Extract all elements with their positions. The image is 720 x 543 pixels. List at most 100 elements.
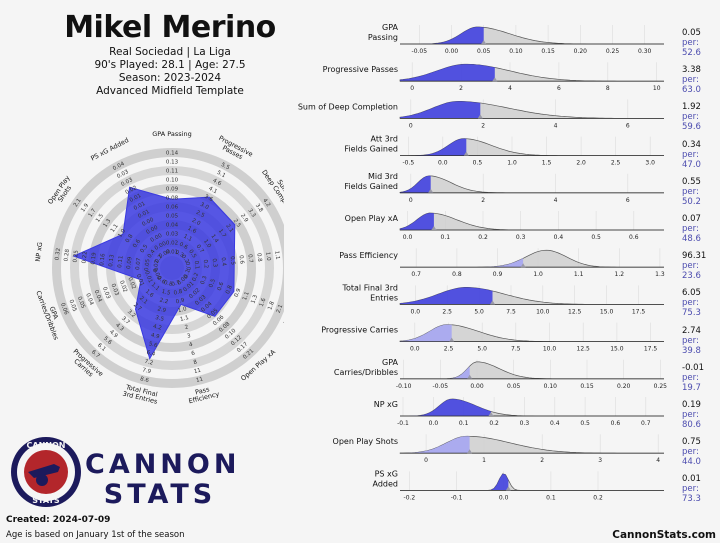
player-marker-icon xyxy=(490,300,495,305)
radar-chart: 0.010.020.030.040.050.060.080.090.100.11… xyxy=(34,130,284,406)
player-marker-icon xyxy=(488,412,494,416)
radar-tick-label: 0.02 xyxy=(125,185,139,196)
radar-tick-label: 1.6 xyxy=(259,297,268,308)
radar-tick-label: 0.9 xyxy=(175,297,185,305)
radar-tick-label: 0.04 xyxy=(84,293,94,307)
panel-tick-label: 1.2 xyxy=(615,271,625,278)
panel-tick-label: -0.05 xyxy=(433,383,449,390)
panel-value: 1.92 xyxy=(682,102,701,113)
cannon-icon xyxy=(28,464,60,478)
panel-value-block: 2.74 per: 39.8 xyxy=(682,326,720,356)
radar-tick-label: 0.7 xyxy=(246,254,253,264)
radar-tick-label: 0.02 xyxy=(166,241,178,247)
radar-tick-label: 0.25 xyxy=(72,249,79,262)
radar-tick-label: 0.2 xyxy=(192,272,201,282)
radar-tick-label: 7.9 xyxy=(142,367,152,375)
radar-tick-label: 0.05 xyxy=(76,296,86,310)
radar-tick-label: 0.09 xyxy=(126,256,133,269)
panel-tick-label: 0.5 xyxy=(580,420,590,427)
created-date: Created: 2024-07-09 xyxy=(6,515,111,525)
panel-value: 0.75 xyxy=(682,437,701,448)
radar-ring xyxy=(52,148,284,388)
panel-tick-label: 4 xyxy=(508,85,512,92)
radar-tick-label: 0.07 xyxy=(135,257,142,270)
radar-tick-label: 2.1 xyxy=(276,304,284,314)
logo-bottom-text: STATS xyxy=(32,496,60,505)
distribution-curve xyxy=(400,361,664,380)
radar-tick-label: 4 xyxy=(189,342,194,349)
player-percentile-area xyxy=(400,399,491,416)
player-percentile-area xyxy=(400,213,434,230)
radar-tick-label: 0.3 xyxy=(211,258,218,268)
panel-percentile: per: 19.7 xyxy=(682,372,701,393)
panel-tick-label: 1.1 xyxy=(574,271,584,278)
team-league: Real Sociedad | La Liga xyxy=(109,46,231,58)
player-percentile-area xyxy=(400,175,431,193)
panel-tick-label: 12.5 xyxy=(568,308,582,315)
panel-tick-label: 2.0 xyxy=(576,160,586,167)
radar-tick-label: 5.1 xyxy=(216,170,227,179)
site-link[interactable]: CannonStats.com xyxy=(612,529,716,541)
radar-tick-label: 1.7 xyxy=(88,207,98,218)
panel-tick-label: 0.2 xyxy=(489,420,499,427)
panel-tick-label: 0.3 xyxy=(520,420,530,427)
radar-tick-label: 4.2 xyxy=(152,324,162,332)
panel-tick-label: 5.0 xyxy=(477,346,487,353)
radar-tick-label: 0.0 xyxy=(184,261,191,271)
panel-value-block: 0.19 per: 80.6 xyxy=(682,400,720,430)
radar-tick-label: 1.9 xyxy=(80,202,90,213)
radar-tick-label: 5.5 xyxy=(220,162,231,172)
player-marker-icon xyxy=(520,263,526,268)
radar-tick-label: 0.06 xyxy=(166,205,179,211)
panel-tick-label: 6 xyxy=(626,122,630,129)
radar-tick-label: 11 xyxy=(196,376,204,383)
player-percentile-area xyxy=(400,101,481,119)
radar-tick-label: 0.8 xyxy=(125,233,135,244)
radar-tick-label: 1.1 xyxy=(180,315,190,323)
radar-tick-label: 1.8 xyxy=(267,300,276,311)
radar-axis-label: GPA Passing xyxy=(152,130,192,138)
panel-tick-label: 0.10 xyxy=(509,48,523,55)
panel-tick-label: 0.6 xyxy=(611,420,621,427)
radar-tick-label: 4.6 xyxy=(212,178,223,188)
radar-tick-label: 4.9 xyxy=(150,333,160,341)
radar-tick-label: 0.1 xyxy=(193,260,200,269)
panel-tick-label: 0.10 xyxy=(544,383,558,390)
radar-tick-label: 0.2 xyxy=(154,254,164,265)
radar-tick-label: 0.04 xyxy=(166,223,179,229)
radar-tick-label: 0.6 xyxy=(156,275,167,286)
radar-tick-label: 0.03 xyxy=(166,232,179,238)
radar-tick-label: 0.01 xyxy=(166,250,178,256)
panel-label: Att 3rd xyxy=(371,135,398,144)
radar-tick-label: 6.1 xyxy=(96,343,107,353)
panel-tick-label: 0 xyxy=(409,197,413,204)
radar-tick-label: 0.02 xyxy=(153,260,160,273)
panel-tick-label: -0.1 xyxy=(451,494,463,501)
radar-tick-label: 0.7 xyxy=(195,244,205,255)
radar-tick-label: 1.0 xyxy=(202,239,212,250)
radar-tick-label: 1.1 xyxy=(242,291,251,301)
panel-percentile: per: 59.6 xyxy=(682,112,701,133)
radar-tick-label: 2.7 xyxy=(132,302,143,313)
player-marker-icon xyxy=(428,188,434,193)
panel-tick-label: 2 xyxy=(459,85,463,92)
panel-label: GPA xyxy=(382,23,399,32)
panel-tick-label: 0.5 xyxy=(591,234,601,241)
panel-tick-label: 0.05 xyxy=(507,383,521,390)
panel-percentile: per: 75.3 xyxy=(682,298,701,319)
panel-tick-label: 1.5 xyxy=(542,160,552,167)
radar-tick-label: 1.1 xyxy=(150,282,161,292)
panel-tick-label: 2.5 xyxy=(611,160,621,167)
radar-tick-label: 0.01 xyxy=(133,201,147,212)
panel-tick-label: 2 xyxy=(481,122,485,129)
panel-label: Open Play Shots xyxy=(333,437,398,446)
panel-value: 0.05 xyxy=(682,28,701,38)
panel-label: Mid 3rd xyxy=(368,172,398,181)
radar-tick-label: 0.7 xyxy=(171,280,181,288)
panel-tick-label: -0.10 xyxy=(396,383,412,390)
player-name: Mikel Merino xyxy=(64,10,276,45)
panel-tick-label: 17.5 xyxy=(632,308,646,315)
panel-percentile: per: 80.6 xyxy=(682,410,701,430)
radar-tick-label: 0.13 xyxy=(166,160,179,166)
panel-label: Open Play xA xyxy=(345,214,399,223)
